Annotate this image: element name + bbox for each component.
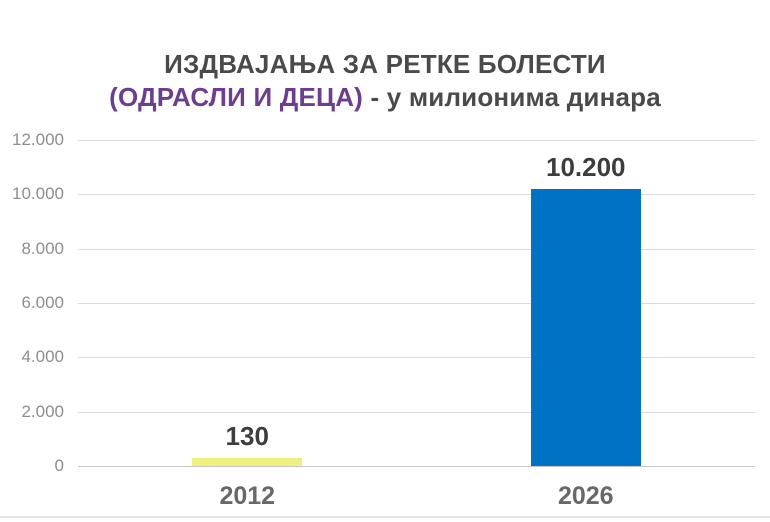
y-axis-tick-label: 6.000 bbox=[21, 293, 64, 312]
gridline bbox=[78, 303, 755, 304]
y-axis-tick-label: 2.000 bbox=[21, 401, 64, 421]
y-axis-tick-label: 12.000 bbox=[12, 130, 64, 149]
y-axis-tick-label: 8.000 bbox=[21, 238, 64, 258]
chart-title-line1: ИЗДВАЈАЊА ЗА РЕТКЕ БОЛЕСТИ bbox=[164, 49, 606, 79]
chart-title: ИЗДВАЈАЊА ЗА РЕТКЕ БОЛЕСТИ (ОДРАСЛИ И ДЕ… bbox=[0, 48, 770, 114]
gridline bbox=[78, 466, 755, 467]
chart-title-line2: (ОДРАСЛИ И ДЕЦА) - у милионима динара bbox=[0, 81, 770, 114]
bottom-divider bbox=[0, 516, 770, 518]
plot-area: 0 2.000 4.000 6.000 8.000 10.000 12.000 130 2012… bbox=[12, 130, 755, 510]
gridline bbox=[78, 411, 755, 413]
bar-2012 bbox=[192, 458, 303, 466]
gridline bbox=[78, 140, 755, 141]
x-axis-label-2026: 2026 bbox=[557, 482, 614, 510]
bar-value-label-2026: 10.200 bbox=[545, 151, 626, 182]
bar-value-label-2012: 130 bbox=[225, 421, 269, 451]
gridline bbox=[78, 194, 755, 196]
chart-title-unit: - у милионима динара bbox=[363, 82, 661, 112]
y-axis-tick-label: 0 bbox=[54, 456, 64, 475]
chart-title-highlight: (ОДРАСЛИ И ДЕЦА) bbox=[109, 82, 364, 112]
gridline bbox=[78, 248, 755, 250]
bar-2026 bbox=[530, 188, 641, 466]
y-axis-tick-label: 4.000 bbox=[21, 347, 64, 367]
x-axis-label-2012: 2012 bbox=[219, 482, 276, 510]
gridline bbox=[78, 357, 755, 359]
y-axis-tick-label: 10.000 bbox=[12, 184, 64, 204]
